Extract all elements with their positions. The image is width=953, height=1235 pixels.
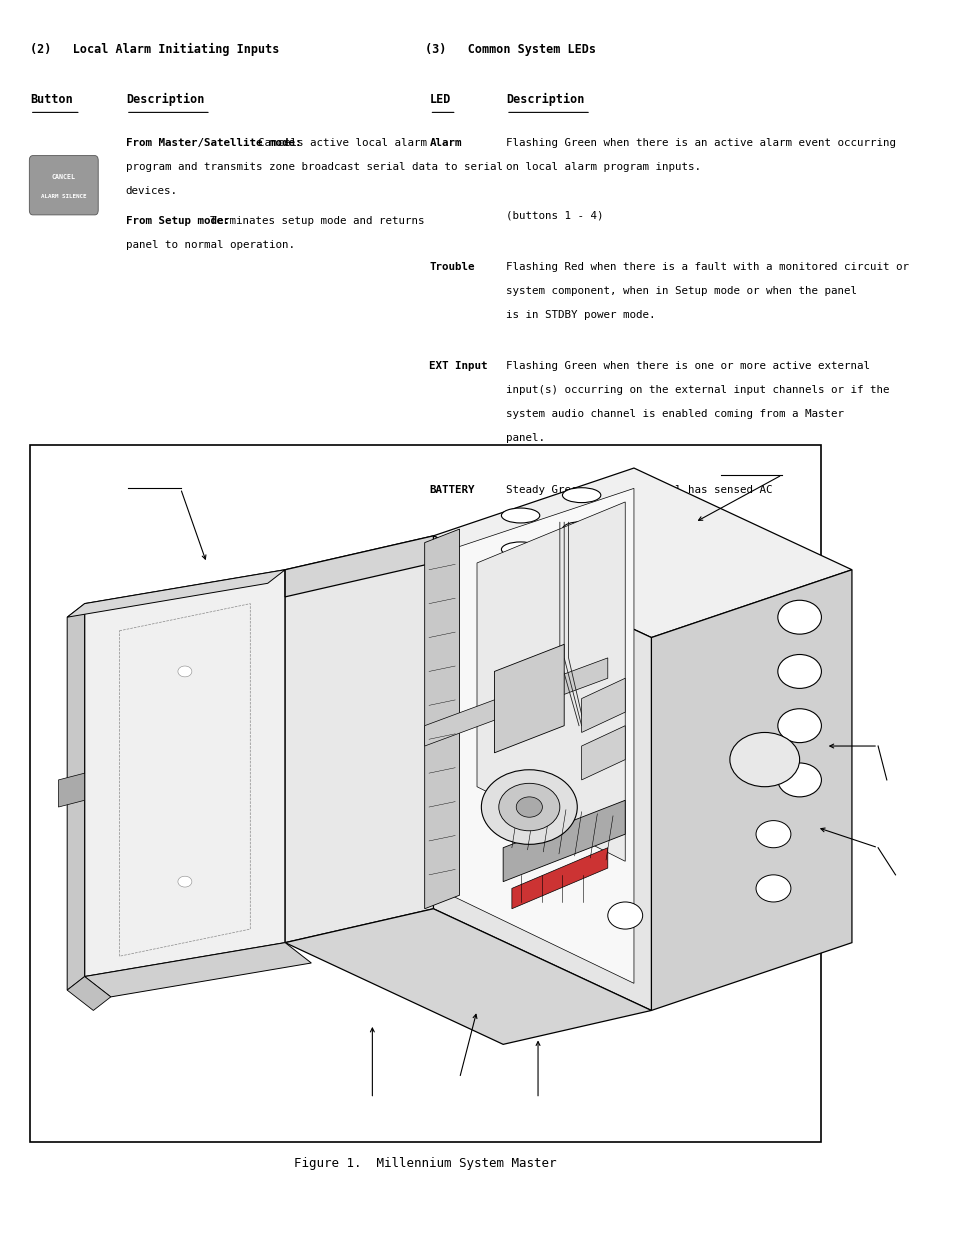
Text: (buttons 1 - 4): (buttons 1 - 4) xyxy=(505,211,603,221)
Polygon shape xyxy=(424,658,607,746)
Polygon shape xyxy=(451,488,634,983)
Ellipse shape xyxy=(501,542,539,557)
Text: BATTERY: BATTERY xyxy=(429,485,475,495)
Text: Flashing Green when there is an active alarm event occurring: Flashing Green when there is an active a… xyxy=(505,138,895,148)
Text: is in STDBY power mode.: is in STDBY power mode. xyxy=(505,310,655,320)
Polygon shape xyxy=(433,468,851,637)
Text: EXT Input: EXT Input xyxy=(429,362,487,372)
Ellipse shape xyxy=(562,488,600,503)
Text: Figure 1.  Millennium System Master: Figure 1. Millennium System Master xyxy=(294,1157,556,1171)
Ellipse shape xyxy=(501,508,539,522)
FancyBboxPatch shape xyxy=(30,156,98,215)
Text: (3)   Common System LEDs: (3) Common System LEDs xyxy=(425,43,596,57)
Circle shape xyxy=(481,769,577,845)
Bar xyxy=(30,445,820,1142)
Polygon shape xyxy=(67,977,111,1010)
Text: panel.: panel. xyxy=(505,433,544,443)
Text: Alarm: Alarm xyxy=(429,138,461,148)
Polygon shape xyxy=(424,529,459,909)
Text: program and transmits zone broadcast serial data to serial: program and transmits zone broadcast ser… xyxy=(126,163,502,173)
Text: (2)   Local Alarm Initiating Inputs: (2) Local Alarm Initiating Inputs xyxy=(30,43,279,57)
Text: Description: Description xyxy=(505,93,584,106)
Text: Flashing Red when there is a fault with a monitored circuit or: Flashing Red when there is a fault with … xyxy=(505,262,908,272)
Text: Terminates setup mode and returns: Terminates setup mode and returns xyxy=(196,216,424,226)
Text: system component, when in Setup mode or when the panel: system component, when in Setup mode or … xyxy=(505,287,856,296)
Polygon shape xyxy=(67,604,85,990)
Polygon shape xyxy=(85,942,311,997)
Polygon shape xyxy=(581,726,624,781)
Text: Steady Green when the panel has sensed AC: Steady Green when the panel has sensed A… xyxy=(505,485,772,495)
Text: Cancels active local alarm: Cancels active local alarm xyxy=(245,138,427,148)
Polygon shape xyxy=(58,773,85,806)
Ellipse shape xyxy=(729,732,799,787)
Text: devices.: devices. xyxy=(126,186,177,196)
Text: LED: LED xyxy=(429,93,451,106)
Text: system audio channel is enabled coming from a Master: system audio channel is enabled coming f… xyxy=(505,410,843,420)
Polygon shape xyxy=(512,847,607,909)
Ellipse shape xyxy=(755,820,790,847)
Ellipse shape xyxy=(777,600,821,634)
Text: on local alarm program inputs.: on local alarm program inputs. xyxy=(505,163,700,173)
Ellipse shape xyxy=(777,655,821,688)
Ellipse shape xyxy=(177,666,192,677)
Text: ALARM SILENCE: ALARM SILENCE xyxy=(41,194,87,199)
Polygon shape xyxy=(494,645,563,753)
Polygon shape xyxy=(651,569,851,1010)
Text: CANCEL: CANCEL xyxy=(51,174,75,179)
Polygon shape xyxy=(285,536,433,597)
Polygon shape xyxy=(502,800,624,882)
Polygon shape xyxy=(476,501,624,861)
Text: power loss and is on STDBY power: power loss and is on STDBY power xyxy=(505,509,713,519)
Text: Description: Description xyxy=(126,93,204,106)
Ellipse shape xyxy=(777,709,821,742)
Polygon shape xyxy=(67,569,285,618)
Ellipse shape xyxy=(562,521,600,536)
Ellipse shape xyxy=(607,902,642,929)
Text: input(s) occurring on the external input channels or if the: input(s) occurring on the external input… xyxy=(505,385,888,395)
Circle shape xyxy=(498,783,559,831)
Text: From Setup mode:: From Setup mode: xyxy=(126,216,230,226)
Text: Button: Button xyxy=(30,93,72,106)
Polygon shape xyxy=(433,536,651,1010)
Circle shape xyxy=(516,797,542,818)
Polygon shape xyxy=(285,909,651,1045)
Polygon shape xyxy=(581,678,624,732)
Ellipse shape xyxy=(777,763,821,797)
Polygon shape xyxy=(85,569,285,977)
Polygon shape xyxy=(285,536,433,942)
Text: Trouble: Trouble xyxy=(429,262,475,272)
Text: Flashing Green when there is one or more active external: Flashing Green when there is one or more… xyxy=(505,362,869,372)
Ellipse shape xyxy=(755,874,790,902)
Ellipse shape xyxy=(177,876,192,887)
Text: From Master/Satellite mode:: From Master/Satellite mode: xyxy=(126,138,301,148)
Text: panel to normal operation.: panel to normal operation. xyxy=(126,240,294,249)
